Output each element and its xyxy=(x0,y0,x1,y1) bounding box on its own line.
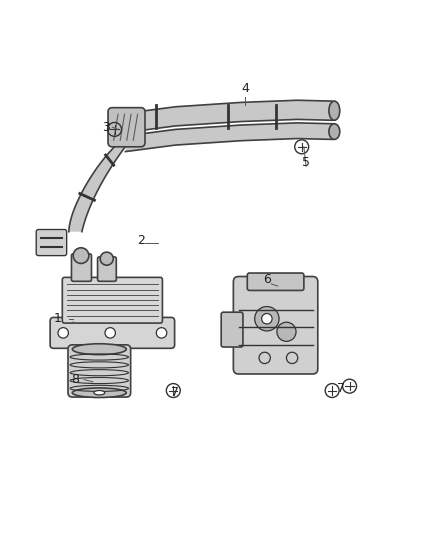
Text: 7: 7 xyxy=(337,382,345,395)
Text: 1: 1 xyxy=(54,312,62,325)
Ellipse shape xyxy=(94,391,105,395)
FancyBboxPatch shape xyxy=(71,254,92,281)
Text: 4: 4 xyxy=(241,82,249,94)
FancyBboxPatch shape xyxy=(98,257,116,281)
Text: 2: 2 xyxy=(137,234,145,247)
Polygon shape xyxy=(125,123,332,151)
Polygon shape xyxy=(69,132,130,232)
FancyBboxPatch shape xyxy=(221,312,243,347)
Circle shape xyxy=(261,313,272,324)
Circle shape xyxy=(277,322,296,341)
Ellipse shape xyxy=(72,388,126,398)
Circle shape xyxy=(100,252,113,265)
Text: 3: 3 xyxy=(102,121,110,134)
Ellipse shape xyxy=(329,101,340,120)
Text: 6: 6 xyxy=(263,273,271,286)
FancyBboxPatch shape xyxy=(62,277,162,323)
Circle shape xyxy=(58,328,68,338)
FancyBboxPatch shape xyxy=(108,108,145,147)
Circle shape xyxy=(254,306,279,331)
Circle shape xyxy=(73,248,89,263)
Text: 8: 8 xyxy=(71,373,79,386)
Circle shape xyxy=(105,328,116,338)
FancyBboxPatch shape xyxy=(233,277,318,374)
Polygon shape xyxy=(125,100,332,133)
Text: 7: 7 xyxy=(172,386,180,399)
Ellipse shape xyxy=(72,344,126,354)
FancyBboxPatch shape xyxy=(68,345,131,397)
Circle shape xyxy=(156,328,167,338)
Ellipse shape xyxy=(329,124,340,140)
FancyBboxPatch shape xyxy=(36,230,67,256)
FancyBboxPatch shape xyxy=(50,318,175,349)
FancyBboxPatch shape xyxy=(247,273,304,290)
Text: 5: 5 xyxy=(302,156,310,168)
